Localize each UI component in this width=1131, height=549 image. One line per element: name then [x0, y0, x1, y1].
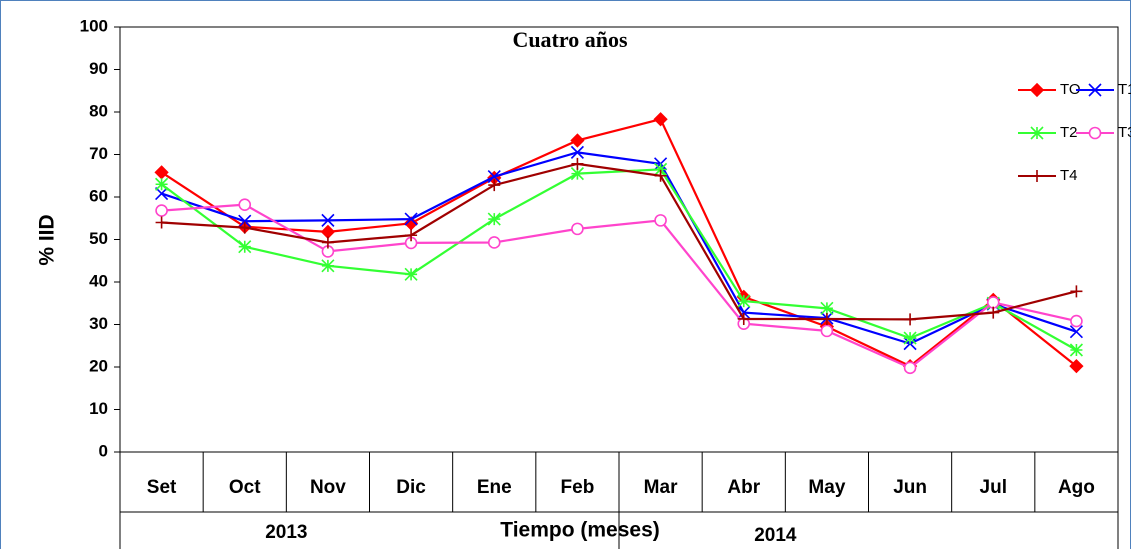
- y-tick-label: 70: [89, 144, 108, 163]
- marker: [1031, 170, 1043, 182]
- marker: [987, 306, 1000, 319]
- marker: [570, 145, 584, 159]
- marker: [238, 240, 252, 254]
- chart-title: Cuatro años: [512, 27, 628, 52]
- marker: [820, 301, 834, 315]
- y-tick-label: 0: [99, 441, 108, 460]
- marker: [737, 306, 751, 320]
- marker: [570, 133, 585, 148]
- marker: [904, 313, 917, 326]
- marker: [488, 179, 501, 192]
- marker: [1088, 126, 1102, 140]
- y-tick-label: 20: [89, 356, 108, 375]
- marker: [654, 214, 667, 227]
- marker: [903, 331, 917, 345]
- plot-area: [119, 26, 1119, 453]
- marker: [487, 170, 501, 184]
- marker: [737, 294, 751, 308]
- marker: [155, 177, 169, 191]
- marker: [1069, 325, 1083, 339]
- y-axis-label: % IID: [36, 214, 59, 265]
- y-tick-label: 60: [89, 186, 108, 205]
- marker: [404, 212, 418, 226]
- marker: [154, 165, 169, 180]
- marker: [238, 198, 252, 211]
- marker: [986, 296, 1000, 309]
- marker: [1070, 314, 1083, 328]
- group-label: 2013: [265, 522, 307, 543]
- x-tick-label: Jun: [893, 477, 927, 498]
- legend-label: T3: [1118, 124, 1131, 141]
- marker: [1069, 359, 1084, 374]
- marker: [820, 324, 834, 338]
- marker: [320, 224, 336, 239]
- x-tick-label: Ene: [477, 477, 512, 498]
- marker: [1069, 343, 1083, 357]
- series-line: [161, 203, 1077, 370]
- legend-label: T4: [1060, 167, 1078, 184]
- marker: [487, 236, 501, 249]
- x-tick-label: Abr: [727, 477, 760, 498]
- x-tick-label: Feb: [561, 477, 595, 498]
- marker: [571, 222, 584, 236]
- series-line: [160, 168, 1077, 351]
- y-tick-label: 30: [89, 314, 108, 333]
- y-tick-label: 80: [89, 101, 108, 120]
- marker: [238, 221, 251, 234]
- marker: [404, 267, 418, 281]
- x-tick-label: Nov: [310, 477, 346, 498]
- marker: [653, 112, 668, 127]
- marker: [1070, 285, 1083, 298]
- series-line: [161, 151, 1077, 345]
- x-tick-label: Jul: [980, 477, 1007, 498]
- marker: [654, 169, 667, 182]
- marker: [570, 167, 584, 181]
- marker: [321, 259, 335, 273]
- marker: [321, 213, 335, 227]
- marker: [1088, 83, 1102, 97]
- marker: [1030, 126, 1044, 140]
- legend-label: T1: [1118, 81, 1131, 98]
- x-tick-label: Oct: [229, 477, 261, 498]
- group-label: 2014: [754, 525, 797, 546]
- marker: [155, 204, 168, 217]
- marker: [571, 157, 584, 170]
- marker: [238, 214, 252, 228]
- x-tick-label: Set: [147, 477, 177, 498]
- series-line: [161, 162, 1077, 321]
- legend-label: T2: [1060, 124, 1078, 141]
- marker: [405, 229, 418, 242]
- y-tick-label: 100: [80, 16, 108, 35]
- marker: [321, 236, 334, 249]
- series-line: [160, 117, 1078, 368]
- y-tick-label: 50: [89, 229, 108, 248]
- x-tick-label: Mar: [644, 477, 678, 498]
- y-tick-label: 10: [89, 399, 108, 418]
- legend-label: TO: [1060, 81, 1081, 98]
- x-tick-label: Dic: [396, 477, 426, 498]
- marker: [155, 187, 169, 201]
- y-tick-label: 90: [89, 59, 108, 78]
- marker: [820, 312, 833, 325]
- x-tick-label: Ago: [1058, 477, 1095, 498]
- marker: [737, 312, 750, 325]
- marker: [1029, 82, 1045, 98]
- marker: [487, 212, 501, 226]
- marker: [155, 216, 168, 229]
- marker: [903, 361, 917, 375]
- x-tick-label: May: [808, 477, 845, 498]
- y-tick-label: 40: [89, 271, 108, 290]
- marker: [654, 162, 668, 176]
- x-axis-label: Tiempo (meses): [500, 519, 660, 542]
